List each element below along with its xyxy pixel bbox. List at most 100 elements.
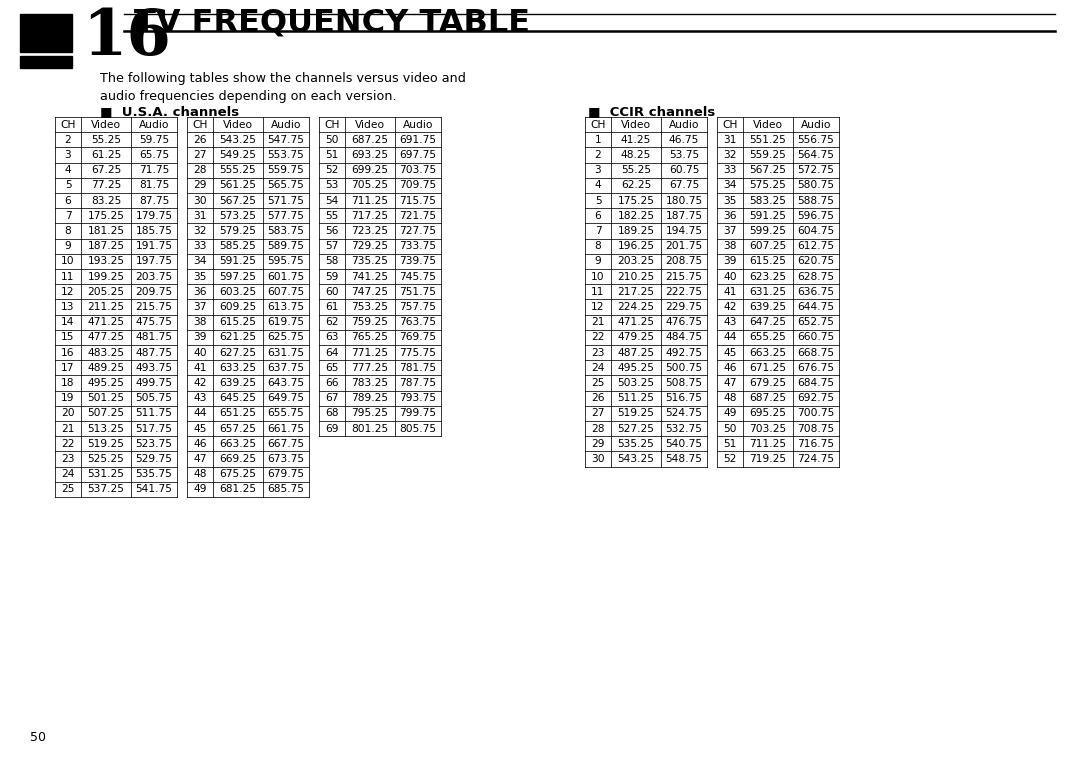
- Text: 49: 49: [193, 485, 206, 495]
- Text: 541.75: 541.75: [136, 485, 173, 495]
- Text: 11: 11: [591, 287, 605, 297]
- Text: 715.75: 715.75: [400, 196, 436, 206]
- Text: 49: 49: [724, 408, 737, 418]
- Text: 795.25: 795.25: [352, 408, 389, 418]
- Text: The following tables show the channels versus video and
audio frequencies depend: The following tables show the channels v…: [100, 72, 465, 103]
- Text: 631.25: 631.25: [750, 287, 786, 297]
- Text: 643.75: 643.75: [268, 378, 305, 388]
- Text: CH: CH: [591, 120, 606, 130]
- Text: 71.75: 71.75: [139, 165, 170, 175]
- Text: 65.75: 65.75: [139, 150, 170, 160]
- Text: 692.75: 692.75: [797, 393, 835, 403]
- Text: 189.25: 189.25: [618, 226, 654, 236]
- Text: Video: Video: [753, 120, 783, 130]
- Text: 67.25: 67.25: [91, 165, 121, 175]
- Text: 55.25: 55.25: [91, 135, 121, 145]
- Text: 55: 55: [325, 211, 339, 221]
- Text: 31: 31: [724, 135, 737, 145]
- Text: 197.75: 197.75: [135, 256, 173, 267]
- Text: 7: 7: [65, 211, 71, 221]
- Text: 52: 52: [724, 454, 737, 464]
- Text: 34: 34: [193, 256, 206, 267]
- Text: 596.75: 596.75: [797, 211, 835, 221]
- Text: 60.75: 60.75: [669, 165, 699, 175]
- Text: 21: 21: [591, 317, 605, 327]
- Text: Video: Video: [355, 120, 386, 130]
- Text: 42: 42: [724, 302, 737, 312]
- Text: 591.25: 591.25: [750, 211, 786, 221]
- Text: 52: 52: [325, 165, 339, 175]
- Text: 724.75: 724.75: [797, 454, 835, 464]
- Text: 62: 62: [325, 317, 339, 327]
- Text: 50: 50: [325, 135, 339, 145]
- Text: 667.75: 667.75: [268, 439, 305, 449]
- Text: 47: 47: [724, 378, 737, 388]
- Text: 781.75: 781.75: [400, 363, 436, 373]
- Text: 29: 29: [193, 181, 206, 190]
- Text: 191.75: 191.75: [135, 242, 173, 251]
- Text: 599.25: 599.25: [750, 226, 786, 236]
- Text: 575.25: 575.25: [750, 181, 786, 190]
- Text: 48.25: 48.25: [621, 150, 651, 160]
- Text: 639.25: 639.25: [750, 302, 786, 312]
- Text: 705.25: 705.25: [351, 181, 389, 190]
- Text: 561.25: 561.25: [219, 181, 256, 190]
- Text: 14: 14: [62, 317, 75, 327]
- Text: 789.25: 789.25: [351, 393, 389, 403]
- Text: 27: 27: [193, 150, 206, 160]
- Text: 621.25: 621.25: [219, 332, 257, 342]
- Text: Video: Video: [621, 120, 651, 130]
- Text: 8: 8: [595, 242, 602, 251]
- Text: 175.25: 175.25: [87, 211, 124, 221]
- Text: 703.75: 703.75: [400, 165, 436, 175]
- Text: 547.75: 547.75: [268, 135, 305, 145]
- Text: 697.75: 697.75: [400, 150, 436, 160]
- Text: 45: 45: [724, 347, 737, 357]
- Text: 476.75: 476.75: [665, 317, 702, 327]
- Text: 83.25: 83.25: [91, 196, 121, 206]
- Text: 741.25: 741.25: [351, 271, 389, 282]
- Text: 639.25: 639.25: [219, 378, 257, 388]
- Text: 6: 6: [595, 211, 602, 221]
- Text: 50: 50: [30, 731, 46, 744]
- Text: 47: 47: [193, 454, 206, 464]
- Text: 765.25: 765.25: [352, 332, 389, 342]
- Text: Audio: Audio: [271, 120, 301, 130]
- Text: 42: 42: [193, 378, 206, 388]
- Text: 187.25: 187.25: [87, 242, 124, 251]
- Text: 571.75: 571.75: [268, 196, 305, 206]
- Text: 633.25: 633.25: [219, 363, 257, 373]
- Text: 631.75: 631.75: [268, 347, 305, 357]
- Text: 661.75: 661.75: [268, 424, 305, 434]
- Text: 525.25: 525.25: [87, 454, 124, 464]
- Text: 499.75: 499.75: [135, 378, 173, 388]
- Text: 2: 2: [595, 150, 602, 160]
- Text: 51: 51: [325, 150, 339, 160]
- Text: 537.25: 537.25: [87, 485, 124, 495]
- Text: 771.25: 771.25: [351, 347, 389, 357]
- Text: 708.75: 708.75: [797, 424, 835, 434]
- Text: 727.75: 727.75: [400, 226, 436, 236]
- Text: 60: 60: [325, 287, 339, 297]
- Text: 564.75: 564.75: [797, 150, 835, 160]
- Text: 77.25: 77.25: [91, 181, 121, 190]
- Text: 615.25: 615.25: [750, 256, 786, 267]
- Text: 751.75: 751.75: [400, 287, 436, 297]
- Text: 711.25: 711.25: [750, 439, 786, 449]
- Text: 703.25: 703.25: [750, 424, 786, 434]
- Text: 585.25: 585.25: [219, 242, 256, 251]
- Text: 13: 13: [62, 302, 75, 312]
- Text: 31: 31: [193, 211, 206, 221]
- Text: 12: 12: [62, 287, 75, 297]
- Text: 10: 10: [591, 271, 605, 282]
- Text: 675.25: 675.25: [219, 469, 256, 479]
- Text: 26: 26: [591, 393, 605, 403]
- Text: 35: 35: [193, 271, 206, 282]
- Text: 505.75: 505.75: [136, 393, 173, 403]
- Text: 64: 64: [325, 347, 339, 357]
- Text: 33: 33: [193, 242, 206, 251]
- Text: 30: 30: [193, 196, 206, 206]
- Text: TV FREQUENCY TABLE: TV FREQUENCY TABLE: [134, 8, 530, 39]
- Text: 39: 39: [193, 332, 206, 342]
- Text: 182.25: 182.25: [618, 211, 654, 221]
